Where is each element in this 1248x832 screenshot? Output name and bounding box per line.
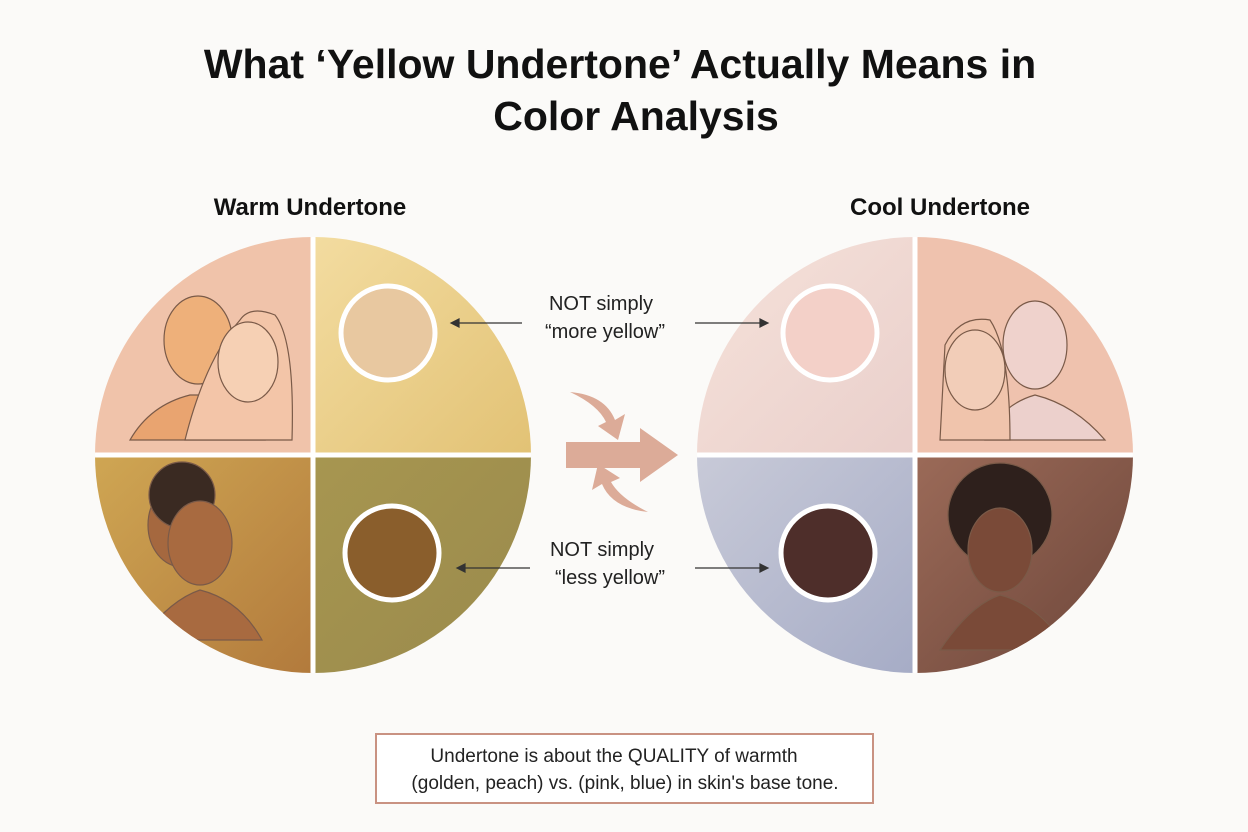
annotation: “less yellow” — [555, 567, 665, 589]
annotation: NOT simply — [550, 539, 654, 561]
face-sketch — [938, 300, 1107, 651]
annotation: NOT simply — [549, 293, 653, 315]
panel-label: Cool Undertone — [850, 194, 1030, 221]
pointer-arrows — [449, 318, 770, 573]
note-text: Undertone is about the QUALITY of warmth — [430, 746, 797, 767]
annotation: “more yellow” — [545, 321, 665, 343]
note-box — [375, 733, 874, 804]
swatch — [780, 283, 880, 383]
title-line: Color Analysis — [493, 93, 779, 139]
title-line: What ‘Yellow Undertone’ Actually Means i… — [204, 41, 1036, 87]
cool-wheel — [697, 237, 1133, 673]
swatch — [778, 503, 878, 603]
panel-label: Warm Undertone — [214, 194, 406, 221]
face-sketch — [128, 295, 293, 641]
note-text: (golden, peach) vs. (pink, blue) in skin… — [411, 773, 838, 794]
transition-arrows — [566, 392, 678, 512]
swatch — [338, 283, 438, 383]
swatch — [342, 503, 442, 603]
warm-wheel — [95, 237, 531, 673]
